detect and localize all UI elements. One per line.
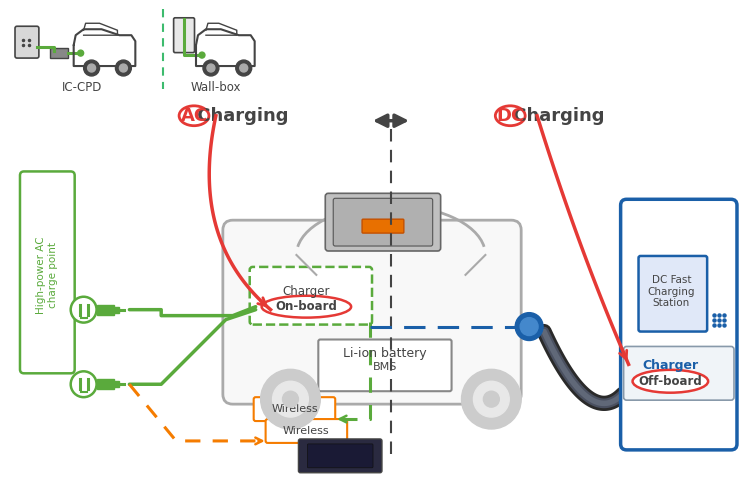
Text: AC: AC <box>181 107 208 124</box>
Circle shape <box>236 60 252 76</box>
Text: Off-board: Off-board <box>638 375 702 388</box>
Circle shape <box>283 391 298 407</box>
Circle shape <box>272 382 308 417</box>
Text: Wireless: Wireless <box>283 426 330 436</box>
Bar <box>115 306 119 312</box>
Circle shape <box>199 52 205 58</box>
Text: DC Fast
Charging
Station: DC Fast Charging Station <box>647 275 695 308</box>
Text: On-board: On-board <box>275 300 338 313</box>
Bar <box>97 380 115 389</box>
Circle shape <box>203 60 219 76</box>
Circle shape <box>116 60 131 76</box>
Circle shape <box>207 64 215 72</box>
Circle shape <box>484 391 500 407</box>
FancyBboxPatch shape <box>362 219 404 233</box>
Circle shape <box>70 296 97 322</box>
Circle shape <box>515 312 543 340</box>
Bar <box>50 48 68 58</box>
Circle shape <box>240 64 248 72</box>
Circle shape <box>88 64 95 72</box>
Text: Charging: Charging <box>191 107 289 124</box>
FancyBboxPatch shape <box>250 267 372 324</box>
Circle shape <box>70 372 97 397</box>
FancyBboxPatch shape <box>173 18 194 52</box>
FancyBboxPatch shape <box>638 256 707 332</box>
FancyBboxPatch shape <box>15 26 39 58</box>
FancyBboxPatch shape <box>621 200 737 450</box>
Circle shape <box>473 382 509 417</box>
Text: DC: DC <box>496 107 524 124</box>
Text: Wall-box: Wall-box <box>190 81 242 94</box>
Circle shape <box>78 50 84 56</box>
FancyBboxPatch shape <box>308 444 373 468</box>
Text: Charger: Charger <box>283 286 330 298</box>
FancyBboxPatch shape <box>254 397 335 421</box>
FancyBboxPatch shape <box>333 198 433 246</box>
Bar <box>115 382 119 387</box>
FancyBboxPatch shape <box>318 340 452 391</box>
Circle shape <box>261 370 320 429</box>
Circle shape <box>119 64 128 72</box>
Text: High-power AC
charge point: High-power AC charge point <box>36 236 58 314</box>
FancyBboxPatch shape <box>223 220 521 404</box>
Ellipse shape <box>632 370 708 392</box>
Text: Charging: Charging <box>507 107 604 124</box>
Circle shape <box>84 60 100 76</box>
FancyBboxPatch shape <box>326 194 441 251</box>
Text: Charger: Charger <box>642 359 698 372</box>
Bar <box>97 304 115 314</box>
FancyBboxPatch shape <box>266 419 347 443</box>
Text: IC-CPD: IC-CPD <box>62 81 102 94</box>
FancyBboxPatch shape <box>298 439 382 473</box>
Text: Li-ion battery: Li-ion battery <box>344 347 427 360</box>
Text: Wireless: Wireless <box>272 404 318 414</box>
Text: BMS: BMS <box>373 362 398 372</box>
FancyBboxPatch shape <box>623 346 734 400</box>
Circle shape <box>520 318 538 336</box>
FancyBboxPatch shape <box>20 172 75 374</box>
Circle shape <box>461 370 521 429</box>
